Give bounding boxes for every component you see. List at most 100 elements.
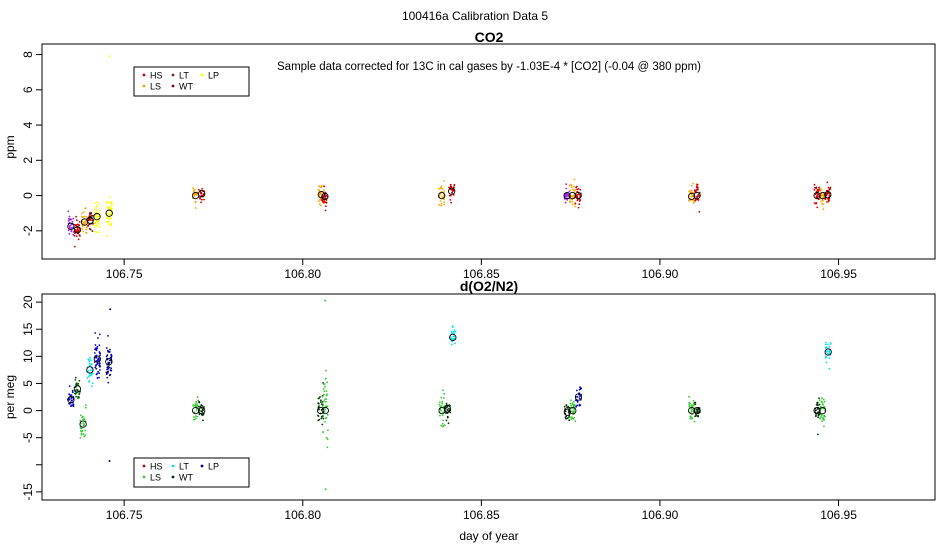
o2n2-data-point (573, 400, 575, 403)
co2-data-point (74, 229, 77, 231)
co2-mean-marker (438, 191, 446, 200)
co2-data-point (77, 238, 80, 241)
o2n2-data-point (815, 409, 817, 411)
co2-data-point (826, 201, 828, 203)
o2n2-data-point (89, 362, 91, 365)
co2-mean-marker (693, 191, 701, 200)
o2n2-data-point (200, 413, 203, 416)
o2n2-data-point (317, 415, 320, 417)
co2-data-point (107, 218, 110, 221)
co2-data-point (203, 198, 205, 201)
o2n2-data-point (90, 385, 93, 387)
co2-data-point (98, 231, 101, 234)
o2n2-data-point (441, 402, 444, 405)
o2n2-data-point (106, 366, 109, 369)
co2-data-point (819, 189, 822, 192)
co2-data-point (86, 226, 88, 229)
o2n2-data-point (445, 412, 447, 414)
co2-data-point (203, 193, 205, 195)
o2n2-y-tick-label: -5 (21, 432, 35, 443)
co2-data-point (565, 194, 568, 197)
o2n2-mean-marker (449, 333, 457, 342)
o2n2-data-point (94, 366, 97, 369)
o2n2-data-point (814, 415, 817, 417)
o2n2-mean-marker (824, 348, 832, 356)
o2n2-data-point (68, 398, 71, 401)
co2-data-point (813, 202, 816, 204)
co2-data-point (449, 199, 452, 201)
o2n2-data-point (828, 357, 831, 360)
o2n2-data-point (84, 429, 87, 432)
o2n2-data-point (442, 411, 444, 414)
o2n2-data-point (108, 350, 111, 353)
co2-data-point (564, 201, 567, 204)
o2n2-data-point (820, 400, 823, 403)
o2n2-data-point (694, 403, 697, 406)
o2n2-data-point (689, 417, 691, 420)
o2n2-data-point (439, 401, 441, 403)
co2-data-point (89, 212, 92, 215)
co2-mean-marker (448, 187, 456, 195)
o2n2-outlier-point (324, 488, 327, 491)
co2-data-point (199, 198, 202, 200)
co2-data-point (688, 199, 690, 202)
co2-data-point (440, 202, 443, 205)
o2n2-mean-marker (321, 406, 329, 415)
o2n2-data-point (109, 348, 111, 351)
co2-legend-label-wt: WT (179, 82, 193, 92)
co2-data-point (829, 188, 831, 191)
o2n2-data-point (819, 417, 821, 420)
o2n2-mean-marker (67, 396, 75, 404)
co2-legend-swatch-ls (142, 84, 146, 88)
o2n2-data-point (570, 404, 573, 407)
o2n2-data-point (571, 403, 574, 406)
o2n2-data-point (82, 415, 84, 418)
o2n2-data-point (75, 382, 78, 385)
o2n2-data-point (324, 385, 326, 388)
o2n2-data-point (440, 396, 443, 399)
o2n2-x-tick-label: 106.85 (463, 508, 500, 522)
co2-mean-marker (321, 192, 329, 201)
co2-data-point (696, 183, 699, 186)
co2-mean-marker (563, 191, 571, 200)
o2n2-data-point (567, 411, 570, 414)
o2n2-mean-marker (93, 355, 102, 363)
o2n2-outlier-point (109, 308, 112, 311)
co2-data-point (443, 203, 446, 206)
o2n2-data-point (94, 332, 97, 334)
co2-data-point (813, 188, 816, 191)
o2n2-data-point (695, 414, 697, 417)
co2-data-point (813, 183, 816, 186)
o2n2-legend-swatch-lt (171, 464, 175, 468)
o2n2-data-point (87, 358, 90, 361)
co2-data-point (72, 233, 75, 236)
o2n2-mean-marker (574, 393, 583, 401)
o2n2-data-point (324, 408, 326, 411)
o2n2-data-point (819, 405, 822, 408)
co2-data-point (318, 189, 320, 192)
co2-y-tick-label: 4 (21, 121, 35, 128)
o2n2-data-point (96, 347, 98, 350)
o2n2-legend-swatch-ls (142, 475, 146, 479)
co2-data-point (579, 188, 582, 191)
co2-data-point (817, 190, 820, 193)
co2-data-point (110, 202, 113, 204)
o2n2-data-point (438, 403, 441, 406)
o2n2-data-point (193, 411, 196, 414)
o2n2-legend-label-lt: LT (179, 462, 189, 472)
co2-data-point (571, 188, 574, 191)
o2n2-data-point (572, 405, 575, 407)
o2n2-data-point (110, 367, 113, 370)
o2n2-data-point (570, 399, 572, 402)
co2-data-point (318, 203, 321, 205)
o2n2-title: d(O2/N2) (460, 278, 518, 294)
o2n2-data-point (823, 400, 826, 403)
o2n2-data-point (321, 423, 324, 426)
o2n2-data-point (106, 368, 108, 371)
co2-data-point (109, 217, 112, 220)
o2n2-data-point (94, 348, 97, 351)
o2n2-data-point (828, 345, 831, 348)
page-title: 100416a Calibration Data 5 (402, 9, 548, 23)
co2-data-point (96, 201, 99, 204)
o2n2-data-point (90, 359, 92, 361)
